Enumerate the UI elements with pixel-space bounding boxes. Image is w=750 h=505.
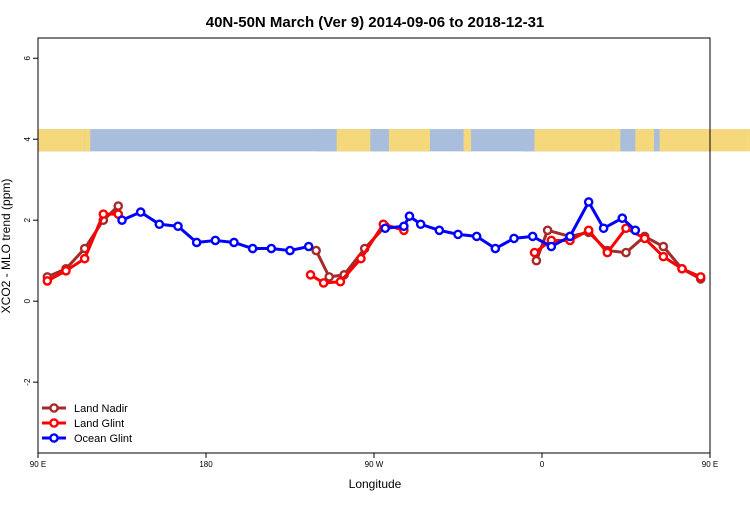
- data-point: [61, 266, 71, 276]
- data-point: [98, 209, 109, 219]
- x-tick-label: 90 E: [30, 460, 46, 469]
- data-point: [324, 272, 335, 282]
- legend-marker: [49, 418, 59, 428]
- data-point: [266, 243, 277, 254]
- data-point: [229, 237, 239, 248]
- data-point: [113, 201, 124, 211]
- map-land: [463, 129, 472, 152]
- data-point: [658, 251, 669, 262]
- data-point: [42, 276, 53, 286]
- series-layer: [42, 197, 706, 288]
- legend-marker: [49, 403, 59, 413]
- data-point: [154, 219, 165, 230]
- data-point: [399, 221, 409, 232]
- y-axis-label: XCO2 - MLO trend (ppm): [0, 179, 13, 314]
- legend-marker: [49, 433, 59, 443]
- data-point: [565, 231, 575, 242]
- map-ocean-patch: [318, 129, 337, 152]
- data-point: [621, 223, 631, 234]
- data-point: [335, 276, 346, 287]
- data-point: [542, 225, 553, 236]
- data-point: [630, 225, 641, 236]
- y-tick-label: -2: [23, 378, 32, 386]
- series-line: [309, 222, 405, 285]
- map-land: [528, 129, 613, 152]
- data-point: [318, 278, 329, 288]
- data-point: [210, 235, 221, 246]
- series-land-glint: [42, 209, 706, 288]
- series-line: [534, 228, 702, 281]
- data-point: [639, 233, 650, 244]
- data-point: [191, 237, 202, 248]
- map-land: [747, 129, 750, 152]
- series-line: [385, 200, 637, 251]
- data-point: [658, 241, 669, 252]
- data-point: [434, 225, 445, 236]
- legend-label: Ocean Glint: [74, 433, 132, 445]
- x-tick-label: 0: [540, 460, 545, 469]
- data-point: [415, 219, 426, 230]
- data-point: [531, 255, 542, 266]
- data-point: [617, 213, 628, 223]
- data-point: [311, 245, 321, 256]
- data-point: [677, 263, 687, 274]
- legend-label: Land Glint: [74, 418, 124, 430]
- map-land: [38, 129, 85, 152]
- plot-frame: [37, 37, 711, 454]
- data-point: [695, 272, 706, 282]
- x-tick-label: 90 E: [702, 460, 718, 469]
- data-point: [247, 243, 258, 254]
- map-land: [84, 129, 91, 152]
- data-point: [303, 241, 314, 252]
- data-point: [471, 231, 482, 242]
- data-point: [598, 223, 609, 234]
- data-point: [173, 221, 183, 232]
- data-point: [380, 223, 391, 234]
- map-ocean-patch: [620, 129, 636, 152]
- x-tick-label: 180: [199, 460, 213, 469]
- data-point: [117, 215, 127, 225]
- map-land: [612, 129, 748, 152]
- y-tick-label: 6: [23, 55, 32, 60]
- map-land: [377, 129, 430, 152]
- y-tick-label: 0: [23, 298, 32, 303]
- data-point: [621, 247, 631, 258]
- map-ocean-patch: [370, 129, 389, 152]
- data-point: [546, 241, 557, 252]
- data-point: [79, 253, 90, 264]
- data-point: [490, 243, 501, 254]
- data-point: [583, 225, 594, 236]
- data-point: [602, 247, 613, 258]
- legend: Land Nadir Land Glint Ocean Glint: [42, 403, 132, 445]
- series-ocean-glint: [117, 197, 641, 256]
- data-point: [285, 245, 295, 256]
- map-ocean-patch: [523, 129, 535, 152]
- axes: -2 0 2 4 6 90 E 180 90 W 0 90 E: [23, 37, 718, 469]
- data-point: [305, 270, 316, 280]
- data-point: [527, 231, 538, 242]
- world-map-band: [38, 129, 750, 152]
- data-point: [135, 207, 146, 217]
- chart-title: 40N-50N March (Ver 9) 2014-09-06 to 2018…: [206, 14, 545, 31]
- x-axis-label: Longitude: [349, 477, 402, 491]
- series-line: [46, 204, 120, 279]
- data-point: [453, 229, 463, 240]
- map-ocean-patch: [654, 129, 660, 152]
- y-tick-label: 2: [23, 217, 32, 222]
- x-tick-label: 90 W: [365, 460, 384, 469]
- legend-label: Land Nadir: [74, 403, 128, 415]
- data-point: [529, 247, 540, 258]
- data-point: [583, 197, 594, 207]
- y-tick-label: 4: [23, 136, 32, 141]
- data-point: [509, 233, 519, 244]
- data-point: [404, 211, 415, 221]
- data-point: [356, 253, 366, 264]
